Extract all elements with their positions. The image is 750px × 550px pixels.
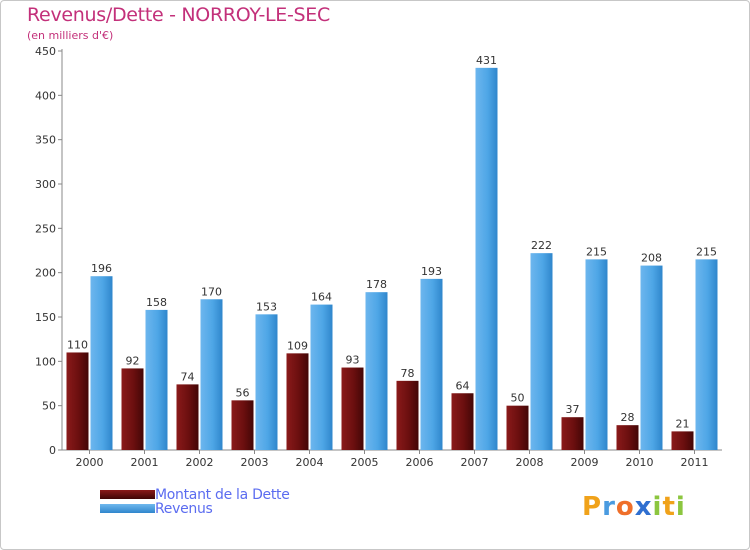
bar-dette-label: 93 bbox=[346, 354, 360, 367]
bar-dette bbox=[506, 405, 529, 450]
bar-dette bbox=[231, 400, 254, 450]
bar-revenus bbox=[585, 259, 608, 450]
svg-text:Proxiti: Proxiti bbox=[582, 492, 686, 522]
bar-dette bbox=[451, 393, 474, 450]
bar-revenus-label: 193 bbox=[421, 265, 442, 278]
y-tick-label: 200 bbox=[35, 267, 56, 280]
legend-swatch-dette bbox=[100, 490, 155, 499]
y-tick-label: 400 bbox=[35, 89, 56, 102]
bar-dette-label: 28 bbox=[621, 411, 635, 424]
y-tick-label: 300 bbox=[35, 178, 56, 191]
bar-revenus bbox=[200, 299, 223, 450]
bar-dette-label: 110 bbox=[67, 338, 88, 351]
bar-revenus-label: 158 bbox=[146, 296, 167, 309]
bar-revenus-label: 153 bbox=[256, 300, 277, 313]
y-tick-label: 250 bbox=[35, 222, 56, 235]
bar-revenus bbox=[255, 314, 278, 450]
bar-dette-label: 109 bbox=[287, 339, 308, 352]
chart-subtitle: (en milliers d'€) bbox=[27, 29, 114, 42]
bar-dette bbox=[176, 384, 199, 450]
x-tick-label: 2007 bbox=[461, 456, 489, 469]
bar-revenus-label: 170 bbox=[201, 285, 222, 298]
bar-dette-label: 92 bbox=[126, 354, 140, 367]
bar-dette-label: 56 bbox=[236, 386, 250, 399]
bar-dette bbox=[396, 380, 419, 450]
x-tick-label: 2006 bbox=[406, 456, 434, 469]
x-tick-label: 2001 bbox=[131, 456, 159, 469]
y-tick-label: 450 bbox=[35, 45, 56, 58]
bar-revenus-label: 164 bbox=[311, 291, 332, 304]
bar-dette-label: 37 bbox=[566, 403, 580, 416]
bar-dette-label: 21 bbox=[676, 417, 690, 430]
bar-dette bbox=[286, 353, 309, 450]
x-tick-label: 2004 bbox=[296, 456, 324, 469]
chart-title: Revenus/Dette - NORROY-LE-SEC bbox=[27, 4, 330, 26]
legend-label-dette: Montant de la Dette bbox=[155, 487, 290, 503]
bar-revenus-label: 196 bbox=[91, 262, 112, 275]
x-tick-label: 2010 bbox=[626, 456, 654, 469]
bar-revenus bbox=[310, 304, 333, 450]
bar-revenus bbox=[640, 265, 663, 450]
y-tick-label: 100 bbox=[35, 355, 56, 368]
legend-label-revenus: Revenus bbox=[155, 501, 213, 517]
bar-revenus bbox=[420, 278, 443, 450]
bar-revenus-label: 215 bbox=[696, 245, 717, 258]
x-tick-label: 2008 bbox=[516, 456, 544, 469]
bar-revenus bbox=[695, 259, 718, 450]
bar-revenus bbox=[365, 292, 388, 450]
bar-revenus bbox=[145, 309, 168, 450]
bar-revenus-label: 431 bbox=[476, 54, 497, 67]
bar-dette bbox=[616, 425, 639, 450]
bar-dette-label: 64 bbox=[456, 379, 470, 392]
y-tick-label: 350 bbox=[35, 134, 56, 147]
bar-dette bbox=[66, 352, 89, 450]
bar-dette bbox=[341, 367, 364, 450]
bar-revenus-label: 178 bbox=[366, 278, 387, 291]
bar-dette bbox=[561, 417, 584, 450]
bar-revenus-label: 215 bbox=[586, 245, 607, 258]
x-tick-label: 2000 bbox=[76, 456, 104, 469]
x-tick-label: 2009 bbox=[571, 456, 599, 469]
bar-revenus bbox=[530, 253, 553, 450]
legend-swatch-revenus bbox=[100, 504, 155, 513]
bar-dette-label: 78 bbox=[401, 367, 415, 380]
x-tick-label: 2003 bbox=[241, 456, 269, 469]
y-tick-label: 150 bbox=[35, 311, 56, 324]
bar-revenus bbox=[475, 67, 498, 450]
x-tick-label: 2002 bbox=[186, 456, 214, 469]
x-tick-label: 2011 bbox=[681, 456, 709, 469]
bar-dette bbox=[121, 368, 144, 450]
bar-dette-label: 74 bbox=[181, 370, 195, 383]
bar-dette-label: 50 bbox=[511, 392, 525, 405]
y-tick-label: 0 bbox=[49, 444, 56, 457]
bar-revenus-label: 208 bbox=[641, 252, 662, 265]
proxiti-logo: Proxiti bbox=[582, 492, 686, 522]
bar-revenus-label: 222 bbox=[531, 239, 552, 252]
x-tick-label: 2005 bbox=[351, 456, 379, 469]
y-tick-label: 50 bbox=[42, 400, 56, 413]
bar-revenus bbox=[90, 276, 113, 450]
bar-dette bbox=[671, 431, 694, 450]
